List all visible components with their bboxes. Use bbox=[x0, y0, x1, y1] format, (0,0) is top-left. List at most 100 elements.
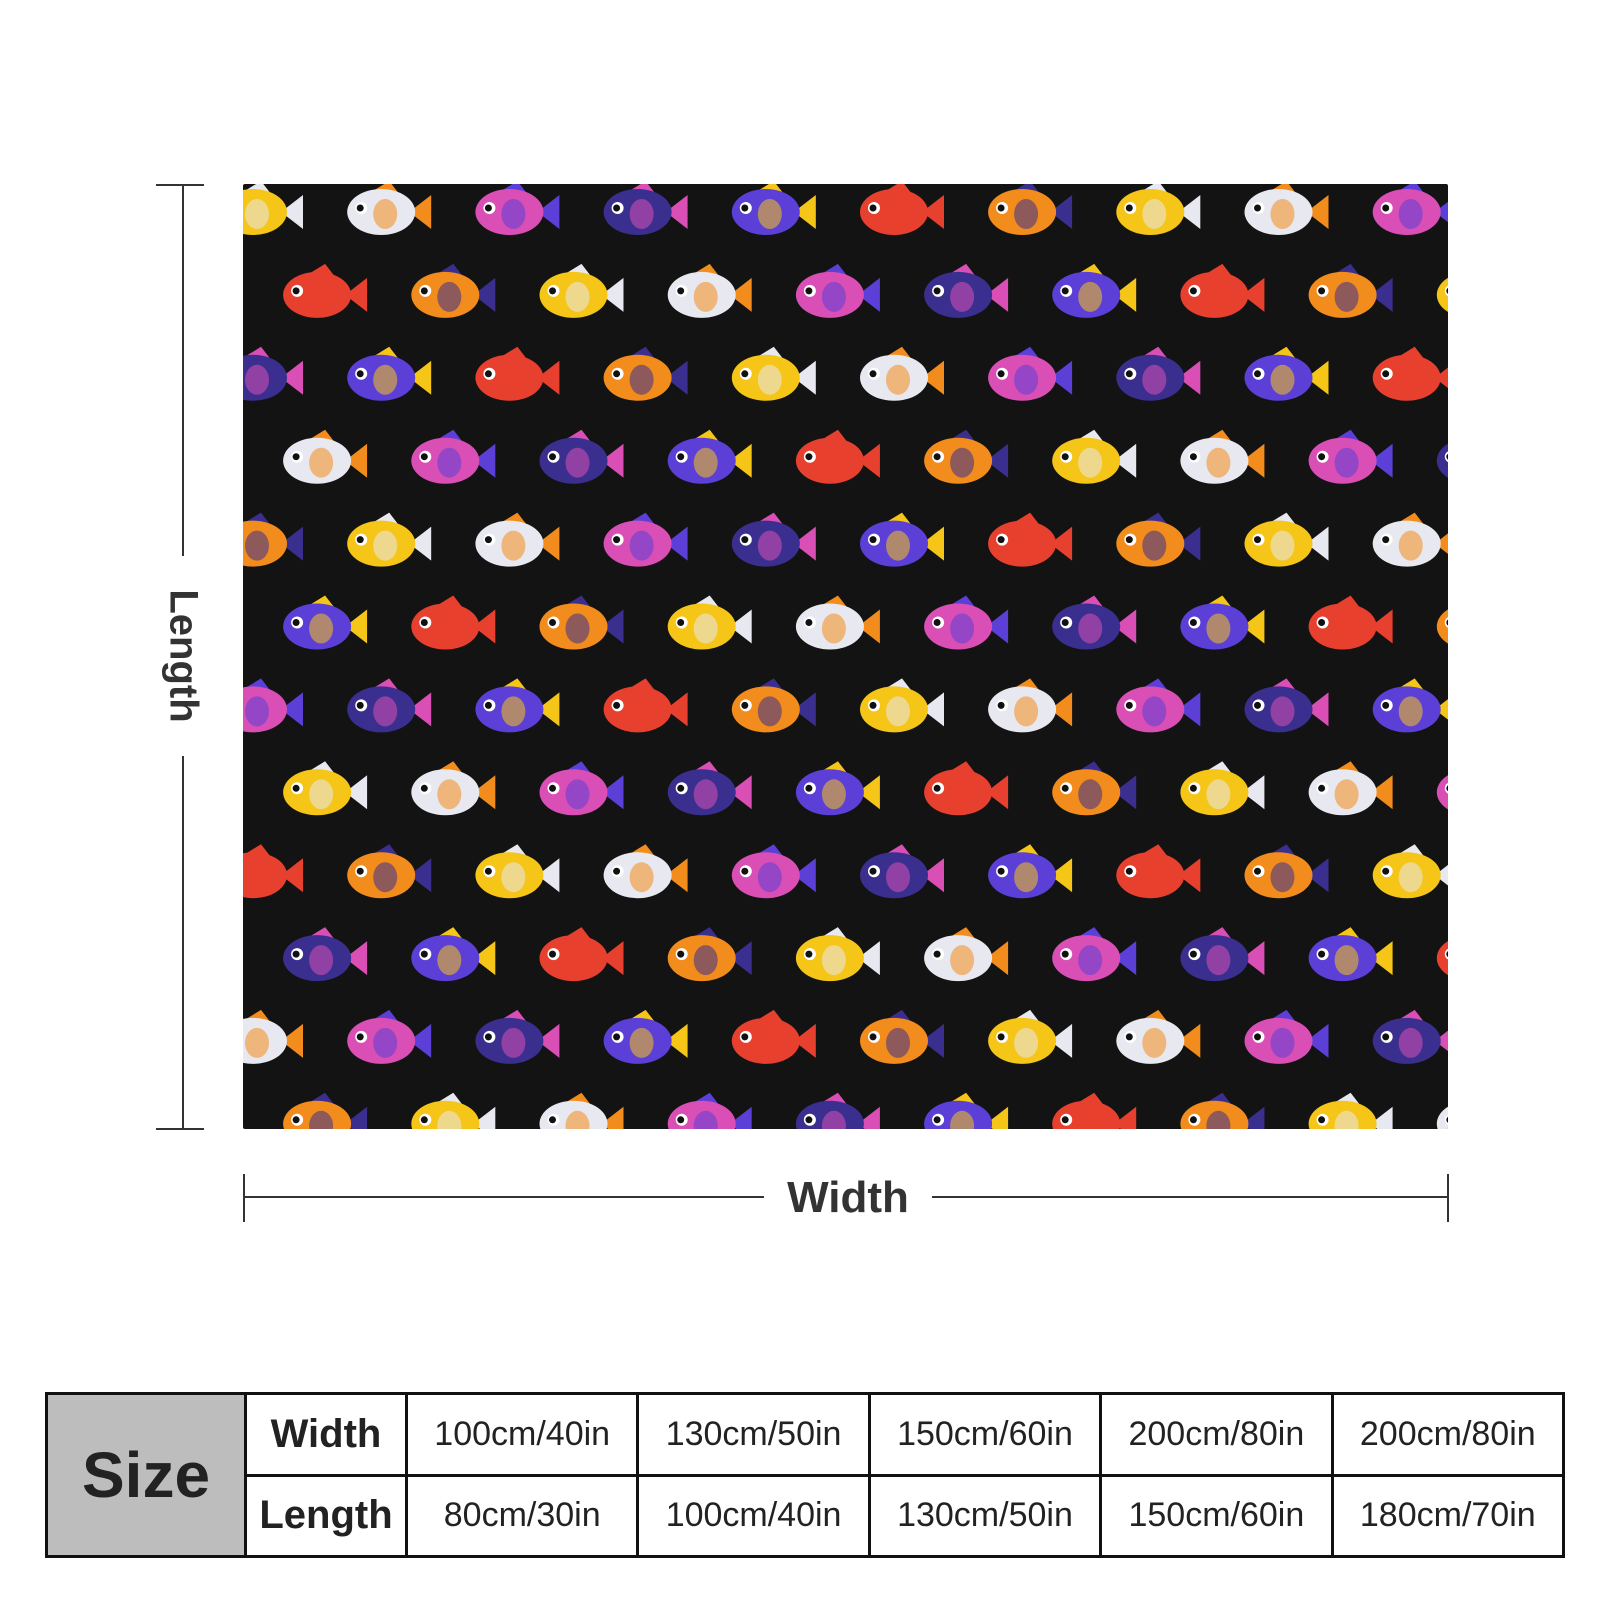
fish-icon bbox=[1180, 263, 1265, 318]
fish-icon bbox=[347, 184, 432, 235]
fish-icon bbox=[1372, 1009, 1448, 1064]
fish-icon bbox=[795, 595, 880, 650]
width-value-4: 200cm/80in bbox=[1099, 1392, 1334, 1477]
fish-icon bbox=[988, 512, 1073, 567]
size-table: Size Width 100cm/40in 130cm/50in 150cm/6… bbox=[45, 1392, 1566, 1558]
length-value-4: 150cm/60in bbox=[1099, 1473, 1334, 1558]
fish-icon bbox=[1116, 678, 1201, 733]
fish-icon bbox=[411, 1092, 496, 1129]
fish-icon bbox=[924, 761, 1009, 816]
fish-icon bbox=[603, 346, 688, 401]
row-label-width: Width bbox=[244, 1392, 408, 1477]
fish-icon bbox=[283, 429, 368, 484]
length-line-bottom bbox=[182, 756, 184, 1130]
fish-icon bbox=[1180, 761, 1265, 816]
length-label: Length bbox=[161, 589, 206, 723]
fish-icon bbox=[1372, 512, 1448, 567]
fish-icon bbox=[860, 512, 944, 567]
fish-icon bbox=[667, 1092, 752, 1129]
fish-icon bbox=[860, 346, 944, 401]
width-value-1: 100cm/40in bbox=[404, 1392, 640, 1477]
fish-icon bbox=[347, 346, 432, 401]
fish-icon bbox=[411, 595, 496, 650]
fish-icon bbox=[1436, 277, 1448, 312]
fish-icon bbox=[1180, 1092, 1265, 1129]
width-value-3: 150cm/60in bbox=[867, 1392, 1103, 1477]
fish-icon bbox=[795, 1092, 880, 1129]
fish-icon bbox=[988, 346, 1073, 401]
fish-icon bbox=[860, 184, 944, 235]
fish-icon bbox=[243, 1009, 303, 1064]
fish-icon bbox=[667, 429, 752, 484]
fish-icon bbox=[988, 1009, 1073, 1064]
fish-icon bbox=[539, 1092, 624, 1129]
fish-icon bbox=[795, 429, 880, 484]
fish-icon bbox=[475, 678, 560, 733]
fish-icon bbox=[1308, 595, 1393, 650]
fish-icon bbox=[1180, 927, 1265, 982]
fish-icon bbox=[1436, 941, 1448, 976]
fish-icon bbox=[1308, 927, 1393, 982]
fish-icon bbox=[924, 263, 1009, 318]
fish-icon bbox=[667, 263, 752, 318]
fish-icon bbox=[795, 761, 880, 816]
fish-icon bbox=[1244, 678, 1329, 733]
fish-icon bbox=[731, 844, 816, 899]
fish-icon bbox=[283, 595, 368, 650]
fish-icon bbox=[243, 512, 303, 567]
fish-icon bbox=[475, 512, 560, 567]
width-line-left bbox=[244, 1196, 764, 1198]
fish-icon bbox=[283, 927, 368, 982]
fish-icon bbox=[475, 346, 560, 401]
fish-icon bbox=[924, 927, 1009, 982]
width-right-cap bbox=[1447, 1174, 1449, 1222]
fish-icon bbox=[1372, 678, 1448, 733]
fish-icon bbox=[1116, 844, 1201, 899]
fish-icon bbox=[988, 678, 1073, 733]
fish-icon bbox=[243, 844, 303, 899]
fish-icon bbox=[860, 678, 944, 733]
fish-icon bbox=[411, 761, 496, 816]
fish-icon bbox=[1180, 429, 1265, 484]
fish-icon bbox=[667, 927, 752, 982]
fish-icon bbox=[411, 927, 496, 982]
fish-icon bbox=[603, 512, 688, 567]
length-value-5: 180cm/70in bbox=[1330, 1473, 1566, 1558]
fish-icon bbox=[539, 761, 624, 816]
length-value-3: 130cm/50in bbox=[867, 1473, 1103, 1558]
fish-icon bbox=[1372, 184, 1448, 235]
size-row-length: Length 80cm/30in 100cm/40in 130cm/50in 1… bbox=[47, 1473, 1566, 1558]
fish-icon bbox=[603, 678, 688, 733]
fish-icon bbox=[1116, 1009, 1201, 1064]
fish-icon bbox=[860, 844, 944, 899]
fish-icon bbox=[243, 184, 303, 235]
fish-icon bbox=[243, 678, 303, 733]
fish-icon bbox=[283, 263, 368, 318]
fish-icon bbox=[347, 844, 432, 899]
fish-icon bbox=[1372, 346, 1448, 401]
length-bottom-cap bbox=[156, 1128, 204, 1130]
fish-icon bbox=[924, 1092, 1009, 1129]
fish-icon bbox=[1116, 346, 1201, 401]
size-row-width: Size Width 100cm/40in 130cm/50in 150cm/6… bbox=[45, 1392, 1566, 1558]
length-top-cap bbox=[156, 184, 204, 186]
fish-icon bbox=[1308, 263, 1393, 318]
width-label: Width bbox=[787, 1173, 909, 1222]
fish-icon bbox=[475, 1009, 560, 1064]
fish-icon bbox=[1436, 1106, 1448, 1129]
fish-icon bbox=[1116, 184, 1201, 235]
fish-icon bbox=[731, 512, 816, 567]
fish-icon bbox=[603, 184, 688, 235]
width-value-5: 200cm/80in bbox=[1330, 1392, 1566, 1477]
fish-icon bbox=[1308, 1092, 1393, 1129]
fish-icon bbox=[475, 184, 560, 235]
fish-icon bbox=[988, 184, 1073, 235]
width-left-cap bbox=[243, 1174, 245, 1222]
size-header: Size bbox=[45, 1392, 247, 1558]
fish-icon bbox=[347, 512, 432, 567]
fish-icon bbox=[1244, 346, 1329, 401]
fish-icon bbox=[283, 761, 368, 816]
fish-icon bbox=[1436, 609, 1448, 644]
fish-icon bbox=[1052, 429, 1137, 484]
fish-icon bbox=[1244, 512, 1329, 567]
